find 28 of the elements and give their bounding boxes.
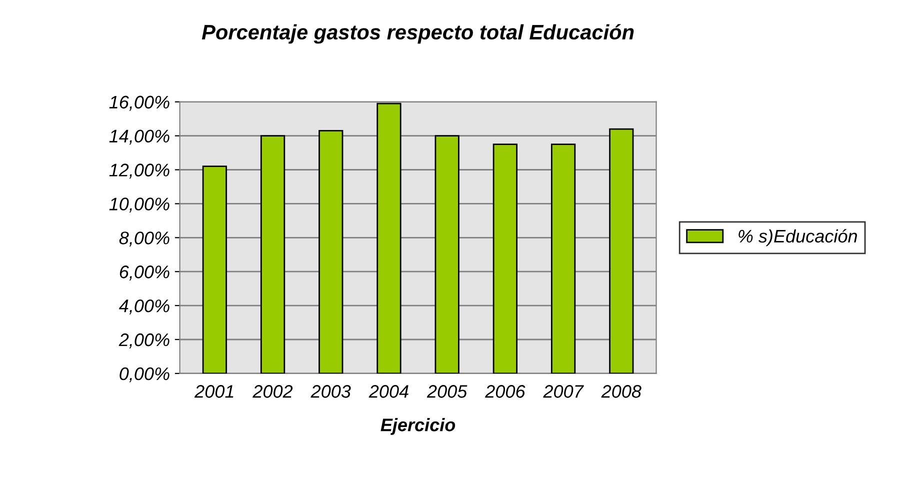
y-tick-label: 2,00% (118, 333, 170, 348)
bar (376, 102, 402, 374)
x-tick-label: 2001 (194, 385, 234, 398)
bar (318, 130, 344, 374)
y-tick-label: 4,00% (119, 299, 170, 314)
legend-label: % s)Educación (738, 229, 857, 246)
bar (550, 144, 576, 374)
x-tick-label: 2002 (252, 385, 293, 398)
chart-title: Porcentaje gastos respecto total Educación (202, 24, 634, 44)
bar (492, 144, 518, 374)
x-tick-label: 2005 (426, 385, 468, 398)
x-tick-label: 2006 (485, 385, 526, 398)
bar (260, 135, 286, 374)
y-tick-label: 16,00% (109, 96, 170, 111)
y-tick-label: 12,00% (109, 164, 170, 179)
y-tick-label: 0,00% (120, 367, 170, 382)
x-axis-title: Ejercicio (380, 418, 456, 435)
bar (202, 166, 227, 374)
y-tick-label: 8,00% (119, 232, 170, 247)
bar (609, 128, 634, 374)
x-tick-label: 2007 (543, 385, 584, 398)
bar (434, 135, 460, 374)
y-tick-label: 6,00% (120, 266, 170, 280)
x-tick-label: 2008 (601, 385, 642, 398)
x-tick-label: 2004 (368, 385, 408, 398)
y-tick-label: 10,00% (109, 198, 170, 213)
x-tick-label: 2003 (310, 385, 351, 398)
y-tick-label: 14,00% (109, 130, 170, 145)
